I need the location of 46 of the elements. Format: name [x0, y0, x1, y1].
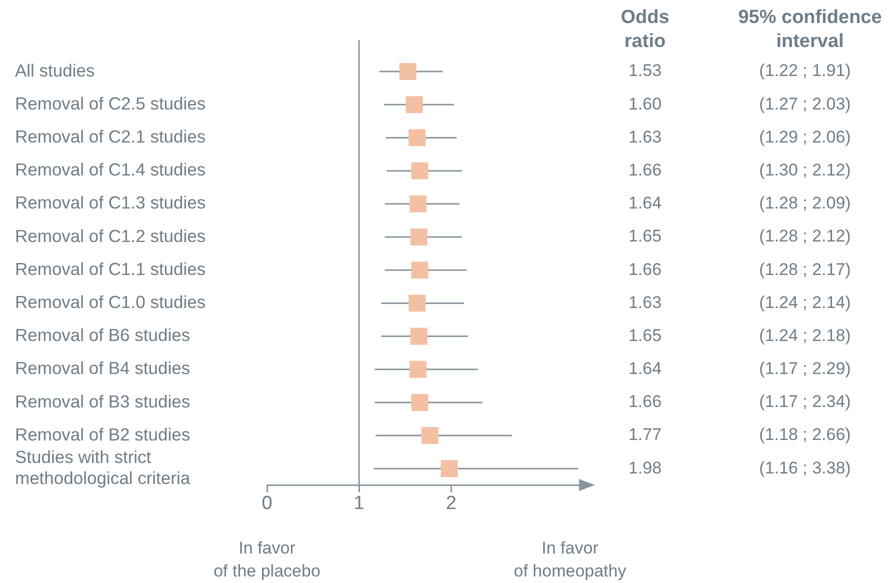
- y-tick-label: Removal of B2 studies: [15, 424, 190, 444]
- text: (1.24 ; 2.18): [759, 326, 851, 345]
- y-tick-label: All studies: [15, 60, 96, 80]
- data-label: 1.98: [628, 458, 662, 478]
- text: (1.28 ; 2.17): [759, 260, 851, 279]
- data-label: 1.66: [628, 392, 662, 412]
- data-label: 1.64: [628, 359, 662, 378]
- y-tick-label: Removal of C1.4 studies: [15, 160, 206, 180]
- x-tick-label: 2: [446, 492, 456, 514]
- text: In favor of homeopathy: [514, 538, 627, 581]
- data-label: 1.65: [628, 326, 662, 345]
- y-tick-label: Removal of C1.3 studies: [15, 192, 206, 213]
- text: (1.28 ; 2.09): [759, 194, 851, 213]
- data-label: 1.77: [628, 425, 662, 444]
- x-tick-label: 1: [354, 492, 364, 514]
- data-label: 1.63: [628, 127, 662, 146]
- data-label: 1.66: [628, 260, 662, 279]
- text: (1.30 ; 2.12): [759, 160, 851, 180]
- text: (1.16 ; 3.38): [759, 458, 851, 478]
- y-tick-label: Removal of C1.2 studies: [15, 226, 206, 246]
- data-label: 1.63: [628, 292, 662, 312]
- text: (1.24 ; 2.14): [759, 292, 851, 312]
- x-tick-label: 0: [262, 492, 272, 514]
- data-label: 1.60: [628, 94, 662, 114]
- y-tick-label: Removal of C1.1 studies: [15, 258, 206, 279]
- text: (1.29 ; 2.06): [759, 127, 851, 146]
- y-tick-label: Studies with strict methodological criteria: [15, 446, 190, 488]
- text: (1.28 ; 2.12): [759, 226, 851, 246]
- y-tick-label: Removal of B6 studies: [15, 325, 190, 346]
- text: In favor of the placebo: [214, 538, 320, 581]
- y-tick-label: Removal of C1.0 studies: [15, 292, 206, 312]
- text: Odds ratio: [620, 7, 670, 52]
- y-tick-label: Removal of C2.5 studies: [15, 93, 206, 114]
- text: (1.17 ; 2.34): [759, 392, 851, 412]
- y-tick-label: Removal of C2.1 studies: [15, 126, 206, 147]
- y-tick-label: Removal of B4 studies: [15, 358, 190, 378]
- text: (1.27 ; 2.03): [759, 94, 851, 114]
- text: (1.18 ; 2.66): [759, 425, 851, 444]
- text: (1.22 ; 1.91): [759, 61, 851, 80]
- data-label: 1.64: [628, 194, 662, 213]
- text: 95% confidence interval: [738, 7, 882, 52]
- text: (1.17 ; 2.29): [759, 359, 851, 378]
- data-label: 1.53: [628, 61, 662, 80]
- data-label: 1.66: [628, 160, 662, 180]
- y-tick-label: Removal of B3 studies: [15, 391, 190, 412]
- data-label: 1.65: [628, 226, 662, 246]
